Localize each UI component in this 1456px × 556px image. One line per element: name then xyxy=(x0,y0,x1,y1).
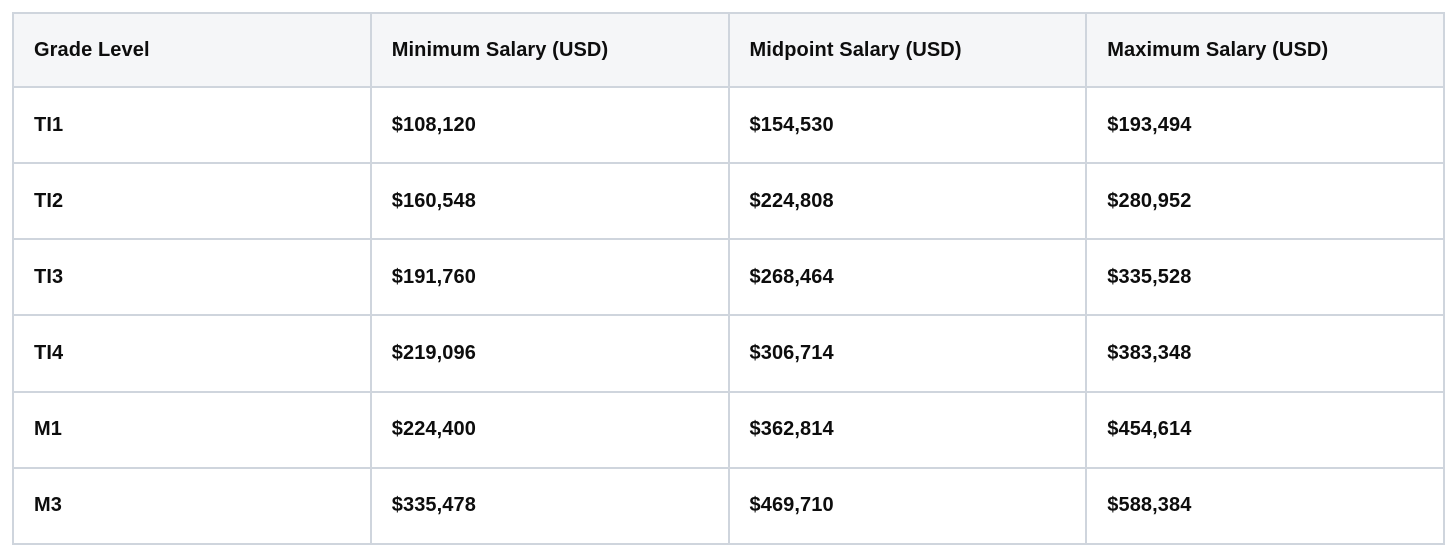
salary-table-header: Grade Level Minimum Salary (USD) Midpoin… xyxy=(12,12,1445,88)
grade-cell: TI4 xyxy=(12,314,372,393)
header-cell-minimum-salary: Minimum Salary (USD) xyxy=(369,12,730,88)
mid-salary-cell: $224,808 xyxy=(727,162,1088,241)
max-salary-cell: $193,494 xyxy=(1085,85,1445,165)
min-salary-cell: $219,096 xyxy=(369,314,730,393)
mid-salary-cell: $362,814 xyxy=(727,390,1088,469)
mid-salary-cell: $154,530 xyxy=(727,85,1088,165)
header-cell-grade-level: Grade Level xyxy=(12,12,372,88)
header-cell-maximum-salary: Maximum Salary (USD) xyxy=(1085,12,1445,88)
grade-cell: M1 xyxy=(12,390,372,469)
table-row: M3 $335,478 $469,710 $588,384 xyxy=(12,466,1445,546)
table-row: TI3 $191,760 $268,464 $335,528 xyxy=(12,238,1445,317)
mid-salary-cell: $469,710 xyxy=(727,466,1088,546)
max-salary-cell: $588,384 xyxy=(1085,466,1445,546)
salary-table-body: TI1 $108,120 $154,530 $193,494 TI2 $160,… xyxy=(12,85,1445,546)
header-cell-midpoint-salary: Midpoint Salary (USD) xyxy=(727,12,1088,88)
min-salary-cell: $191,760 xyxy=(369,238,730,317)
salary-table: Grade Level Minimum Salary (USD) Midpoin… xyxy=(12,12,1445,546)
table-row: TI2 $160,548 $224,808 $280,952 xyxy=(12,162,1445,241)
grade-cell: TI1 xyxy=(12,85,372,165)
table-row: TI1 $108,120 $154,530 $193,494 xyxy=(12,85,1445,165)
grade-cell: M3 xyxy=(12,466,372,546)
max-salary-cell: $383,348 xyxy=(1085,314,1445,393)
min-salary-cell: $108,120 xyxy=(369,85,730,165)
max-salary-cell: $280,952 xyxy=(1085,162,1445,241)
grade-cell: TI2 xyxy=(12,162,372,241)
max-salary-cell: $454,614 xyxy=(1085,390,1445,469)
min-salary-cell: $335,478 xyxy=(369,466,730,546)
min-salary-cell: $224,400 xyxy=(369,390,730,469)
mid-salary-cell: $306,714 xyxy=(727,314,1088,393)
min-salary-cell: $160,548 xyxy=(369,162,730,241)
mid-salary-cell: $268,464 xyxy=(727,238,1088,317)
table-row: TI4 $219,096 $306,714 $383,348 xyxy=(12,314,1445,393)
header-row: Grade Level Minimum Salary (USD) Midpoin… xyxy=(12,12,1445,88)
table-row: M1 $224,400 $362,814 $454,614 xyxy=(12,390,1445,469)
grade-cell: TI3 xyxy=(12,238,372,317)
max-salary-cell: $335,528 xyxy=(1085,238,1445,317)
